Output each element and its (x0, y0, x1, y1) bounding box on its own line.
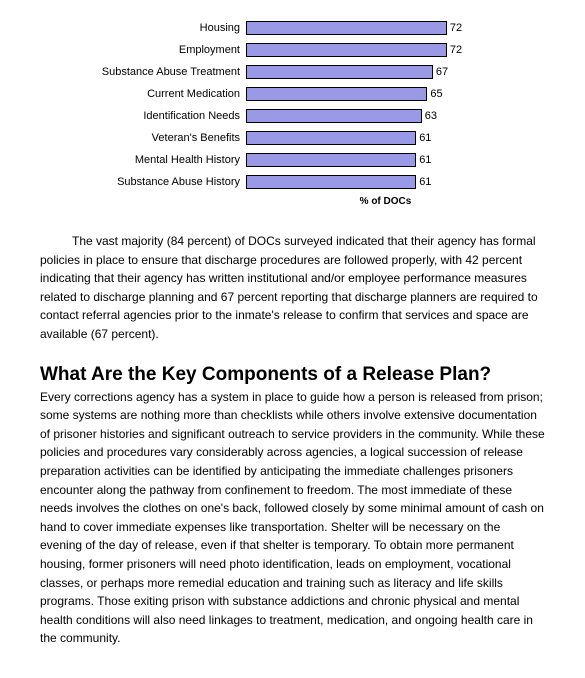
chart-bar-fill (246, 43, 447, 57)
chart-row: Current Medication 65 (90, 84, 525, 104)
chart-bar-value: 63 (425, 110, 437, 122)
chart-bar-value: 61 (419, 132, 431, 144)
chart-row: Mental Health History 61 (90, 150, 525, 170)
chart-row: Employment 72 (90, 40, 525, 60)
chart-row: Substance Abuse History 61 (90, 172, 525, 192)
chart-bar-track: 72 (246, 42, 525, 58)
chart-bar-fill (246, 65, 433, 79)
chart-row-label: Identification Needs (90, 110, 246, 122)
chart-bar-value: 72 (450, 22, 462, 34)
chart-bar-fill (246, 87, 427, 101)
chart-row: Housing 72 (90, 18, 525, 38)
chart-row-label: Employment (90, 44, 246, 56)
chart-bar-track: 72 (246, 20, 525, 36)
chart-row: Veteran's Benefits 61 (90, 128, 525, 148)
chart-row-label: Substance Abuse History (90, 176, 246, 188)
chart-bar-value: 72 (450, 44, 462, 56)
chart-bar-fill (246, 131, 416, 145)
chart-bar-track: 61 (246, 152, 525, 168)
chart-bar-value: 61 (419, 154, 431, 166)
document-page: Housing 72 Employment 72 Substance Abuse Tre… (0, 0, 585, 678)
chart-row-label: Current Medication (90, 88, 246, 100)
chart-row: Identification Needs 63 (90, 106, 525, 126)
chart-axis: % of DOCs (90, 194, 525, 210)
chart-bar-fill (246, 153, 416, 167)
chart-bar-value: 65 (430, 88, 442, 100)
chart-bar-fill (246, 109, 422, 123)
chart-axis-label: % of DOCs (360, 196, 412, 207)
chart-row-label: Veteran's Benefits (90, 132, 246, 144)
body-paragraph: Every corrections agency has a system in… (40, 388, 545, 648)
chart-bar-track: 63 (246, 108, 525, 124)
chart-row: Substance Abuse Treatment 67 (90, 62, 525, 82)
intro-paragraph: The vast majority (84 percent) of DOCs s… (40, 232, 545, 344)
chart-bar-value: 67 (436, 66, 448, 78)
chart-row-label: Mental Health History (90, 154, 246, 166)
chart-bar-value: 61 (419, 176, 431, 188)
chart-bar-track: 61 (246, 130, 525, 146)
chart-bar-track: 65 (246, 86, 525, 102)
chart-bar-fill (246, 21, 447, 35)
chart-row-label: Substance Abuse Treatment (90, 66, 246, 78)
section-heading: What Are the Key Components of a Release… (40, 364, 545, 386)
chart-bar-track: 67 (246, 64, 525, 80)
docs-bar-chart: Housing 72 Employment 72 Substance Abuse Tre… (90, 18, 525, 210)
chart-bar-fill (246, 175, 416, 189)
chart-row-label: Housing (90, 22, 246, 34)
chart-bar-track: 61 (246, 174, 525, 190)
